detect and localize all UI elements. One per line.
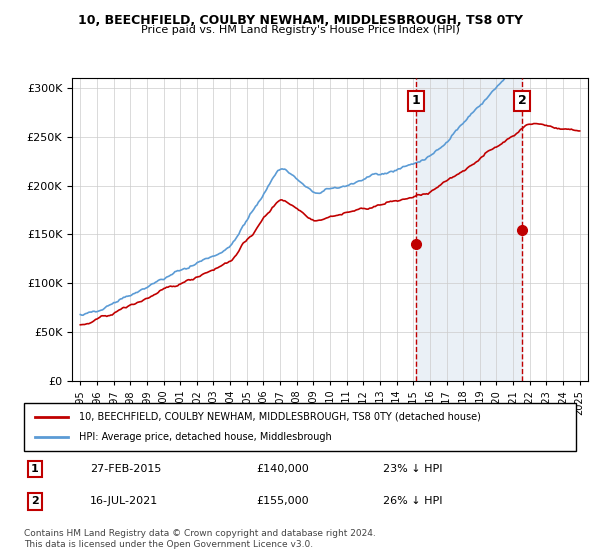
Text: Contains HM Land Registry data © Crown copyright and database right 2024.
This d: Contains HM Land Registry data © Crown c… bbox=[24, 529, 376, 549]
Bar bbox=[416, 78, 522, 381]
Text: 16-JUL-2021: 16-JUL-2021 bbox=[90, 496, 158, 506]
Text: 23% ↓ HPI: 23% ↓ HPI bbox=[383, 464, 442, 474]
Text: £140,000: £140,000 bbox=[256, 464, 308, 474]
Text: HPI: Average price, detached house, Middlesbrough: HPI: Average price, detached house, Midd… bbox=[79, 432, 332, 442]
Text: 2: 2 bbox=[518, 94, 526, 108]
Text: Price paid vs. HM Land Registry's House Price Index (HPI): Price paid vs. HM Land Registry's House … bbox=[140, 25, 460, 35]
Text: £155,000: £155,000 bbox=[256, 496, 308, 506]
Text: 26% ↓ HPI: 26% ↓ HPI bbox=[383, 496, 442, 506]
FancyBboxPatch shape bbox=[24, 403, 576, 451]
Text: 27-FEB-2015: 27-FEB-2015 bbox=[90, 464, 161, 474]
Text: 2: 2 bbox=[31, 496, 39, 506]
Text: 1: 1 bbox=[412, 94, 420, 108]
Text: 10, BEECHFIELD, COULBY NEWHAM, MIDDLESBROUGH, TS8 0TY (detached house): 10, BEECHFIELD, COULBY NEWHAM, MIDDLESBR… bbox=[79, 412, 481, 422]
Text: 10, BEECHFIELD, COULBY NEWHAM, MIDDLESBROUGH, TS8 0TY: 10, BEECHFIELD, COULBY NEWHAM, MIDDLESBR… bbox=[77, 14, 523, 27]
Text: 1: 1 bbox=[31, 464, 39, 474]
